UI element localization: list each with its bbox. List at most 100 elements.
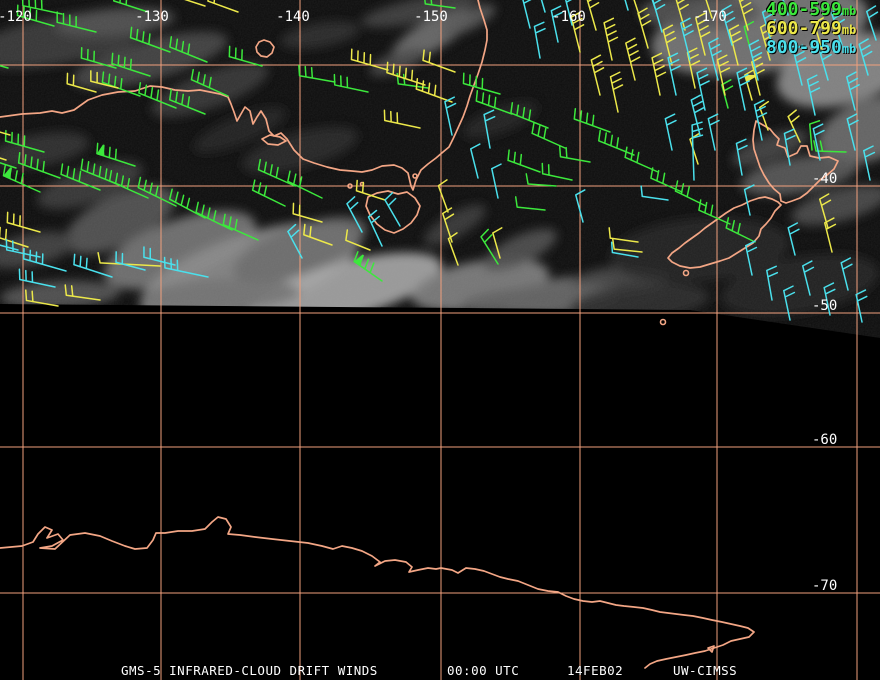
caption-time: 00:00 UTC (447, 663, 520, 678)
coastline-layer (0, 0, 839, 669)
wind-barb-staff (759, 100, 770, 131)
wind-barb-staff (60, 163, 101, 191)
wind-barb-staff (563, 0, 577, 26)
wind-barb (483, 109, 496, 149)
wind-barb (695, 12, 711, 56)
wind-barb-staff (708, 37, 722, 81)
wind-barb-staff (101, 71, 141, 97)
wind-barb (228, 45, 263, 67)
wind-barb (818, 193, 832, 229)
wind-barb (625, 37, 641, 81)
wind-barb-staff (287, 170, 323, 199)
wind-barb (650, 167, 683, 193)
wind-barb (783, 128, 796, 166)
wind-barb-staff (228, 45, 263, 67)
wind-barb (674, 180, 707, 207)
wind-barb (6, 211, 41, 233)
wind-barb-staff (510, 102, 549, 129)
wind-barb (708, 37, 722, 81)
wind-barb (507, 149, 541, 173)
wind-barb-staff (521, 0, 534, 29)
wind-barb (590, 54, 605, 96)
wind-barb (137, 176, 177, 207)
wind-barb-staff (535, 0, 549, 13)
wind-barb-staff (766, 265, 779, 301)
wind-barb-staff (111, 52, 151, 77)
wind-barb (792, 44, 807, 86)
wind-barb (830, 6, 845, 46)
wind-barb (550, 5, 563, 43)
wind-barb (64, 284, 101, 301)
wind-barb (808, 119, 821, 151)
wind-barb-staff (108, 170, 149, 199)
wind-barb (73, 253, 113, 278)
wind-barb (624, 146, 659, 173)
wind-barb (707, 113, 720, 151)
wind-barb-staff (195, 201, 233, 231)
wind-barb-staff (475, 90, 513, 115)
wind-barb-staff (846, 71, 860, 111)
wind-barb (745, 240, 758, 276)
wind-barb (80, 158, 123, 187)
wind-barb (303, 223, 333, 246)
wind-barb-staff (492, 227, 503, 259)
wind-barb-staff (590, 54, 605, 96)
wind-barb-staff (80, 158, 123, 187)
wind-barb-staff (650, 167, 683, 193)
wind-barb (651, 52, 667, 96)
wind-barb (16, 4, 55, 27)
wind-barb-staff (355, 179, 386, 201)
wind-barb (840, 257, 853, 291)
wind-barb-staff (507, 149, 541, 173)
caption-date: 14FEB02 (567, 663, 624, 678)
wind-barb (521, 0, 534, 29)
wind-barb-staff (783, 285, 796, 321)
wind-barb-staff (222, 213, 259, 241)
legend-range-label: 400-599 (766, 0, 842, 20)
wind-barb-staff (190, 68, 229, 97)
wind-barb (846, 113, 859, 151)
caption-product-title: GMS-5 INFRARED-CLOUD DRIFT WINDS (121, 663, 378, 678)
wind-barb (725, 217, 756, 243)
wind-barb (766, 265, 779, 301)
coastline-nz-north-island (752, 120, 839, 204)
wind-barb-staff (21, 0, 63, 15)
wind-barb (56, 11, 97, 33)
wind-barb (806, 74, 821, 116)
wind-barb-staff (603, 17, 619, 61)
wind-barb (169, 36, 208, 63)
wind-barb (667, 52, 681, 96)
wind-barb (689, 133, 700, 165)
wind-barb-staff (667, 52, 681, 96)
wind-barb (97, 251, 161, 267)
legend-item-800-950mb: 800-950mb (766, 38, 856, 57)
wind-barb (0, 139, 7, 161)
wind-barb-staff (743, 184, 755, 216)
wind-barb-staff (609, 71, 624, 113)
wind-barb-staff (0, 231, 19, 251)
wind-barb-staff (143, 246, 176, 266)
wind-barb-staff (367, 209, 383, 247)
wind-barb-staff (541, 162, 573, 181)
pressure-level-legend: 400-599mb 600-799mb 800-950mb (766, 0, 856, 57)
wind-barb (690, 94, 705, 136)
wind-barb-staff (97, 251, 161, 267)
wind-barb (287, 223, 303, 259)
legend-unit-label: mb (841, 4, 857, 18)
wind-barb (251, 179, 286, 207)
wind-barb (190, 68, 229, 97)
wind-barb (195, 201, 233, 231)
wind-barb (563, 0, 577, 26)
wind-barb-staff (550, 5, 563, 43)
wind-barb-staff (90, 70, 119, 89)
wind-barb-staff (813, 140, 847, 153)
wind-barb-staff (858, 38, 873, 76)
wind-barb (129, 26, 171, 53)
wind-barb (812, 123, 825, 161)
coastline-nz-south-island (667, 196, 782, 269)
wind-barb-staff (817, 41, 832, 81)
island-dot (347, 183, 353, 189)
wind-barb-pennant (354, 254, 363, 267)
caption-bar: GMS-5 INFRARED-CLOUD DRIFT WINDS 00:00 U… (0, 663, 880, 679)
